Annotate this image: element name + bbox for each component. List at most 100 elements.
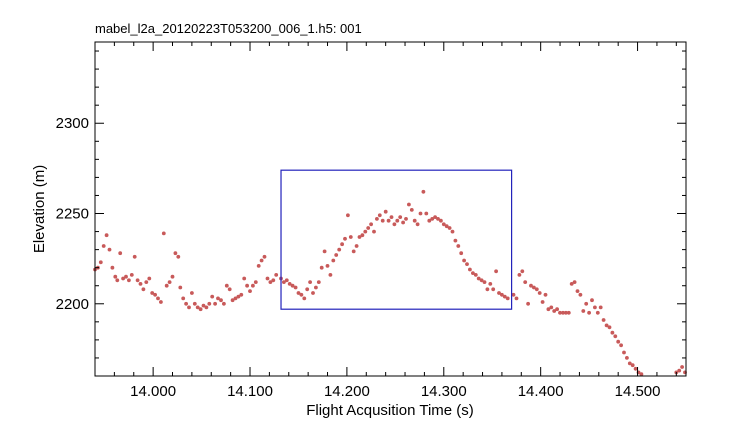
data-point bbox=[239, 292, 244, 297]
data-point bbox=[348, 235, 353, 239]
data-point bbox=[543, 292, 548, 297]
data-point bbox=[398, 215, 403, 220]
data-point bbox=[282, 280, 286, 284]
x-axis-label: Flight Acqusition Time (s) bbox=[306, 402, 474, 419]
data-point bbox=[407, 202, 411, 207]
data-point bbox=[569, 282, 574, 286]
data-point bbox=[601, 318, 606, 322]
data-point bbox=[392, 222, 397, 227]
data-point bbox=[328, 273, 333, 277]
data-point bbox=[604, 323, 609, 328]
data-point bbox=[173, 251, 178, 256]
x-tick-label: 14.100 bbox=[227, 383, 273, 400]
data-point bbox=[572, 280, 577, 284]
data-point bbox=[468, 267, 472, 272]
data-point bbox=[439, 218, 443, 223]
data-point bbox=[630, 363, 635, 368]
data-point bbox=[219, 298, 223, 303]
data-point bbox=[107, 247, 112, 252]
data-point bbox=[517, 273, 522, 277]
data-point bbox=[319, 265, 324, 270]
data-point bbox=[372, 229, 376, 234]
chart-title: mabel_l2a_20120223T053200_006_1.h5: 001 bbox=[95, 21, 362, 36]
data-point bbox=[224, 283, 229, 288]
data-point bbox=[581, 309, 586, 313]
data-point bbox=[176, 254, 181, 259]
data-point bbox=[546, 307, 551, 312]
data-point bbox=[476, 276, 481, 281]
data-point bbox=[351, 249, 356, 254]
data-point bbox=[308, 280, 312, 284]
data-point bbox=[380, 218, 385, 223]
data-point bbox=[296, 291, 301, 295]
data-point bbox=[625, 356, 629, 360]
data-point bbox=[340, 242, 344, 247]
data-point bbox=[354, 244, 359, 248]
data-point bbox=[287, 282, 292, 286]
data-point bbox=[607, 325, 612, 330]
data-point bbox=[363, 229, 368, 234]
data-point bbox=[334, 253, 339, 257]
data-point bbox=[178, 285, 183, 290]
data-point bbox=[639, 372, 644, 377]
data-point bbox=[293, 285, 298, 290]
data-point bbox=[552, 309, 557, 313]
data-point bbox=[236, 294, 241, 299]
data-point bbox=[153, 292, 158, 297]
data-point bbox=[677, 368, 682, 373]
x-tick-label: 14.300 bbox=[421, 383, 467, 400]
data-point bbox=[494, 269, 498, 274]
data-point bbox=[532, 285, 536, 290]
data-point bbox=[245, 283, 250, 288]
data-point bbox=[360, 233, 365, 238]
data-point bbox=[207, 301, 212, 306]
data-point bbox=[375, 217, 379, 221]
data-point bbox=[409, 208, 414, 212]
tick-labels: 14.000 14.100 14.200 14.300 14.400 14.500 2200… bbox=[56, 115, 661, 400]
data-point bbox=[141, 287, 146, 292]
data-point bbox=[424, 211, 429, 216]
data-point bbox=[627, 361, 632, 366]
data-point bbox=[195, 305, 200, 310]
data-point bbox=[126, 278, 131, 283]
data-point bbox=[456, 244, 461, 248]
data-point bbox=[325, 264, 330, 268]
data-point bbox=[436, 217, 440, 221]
data-point bbox=[453, 238, 458, 243]
data-point bbox=[132, 254, 137, 259]
data-point bbox=[233, 296, 238, 301]
data-point bbox=[227, 287, 232, 292]
data-point bbox=[421, 189, 426, 194]
data-point bbox=[479, 278, 484, 283]
x-tick-label: 14.500 bbox=[615, 383, 661, 400]
x-tick-label: 14.000 bbox=[130, 383, 176, 400]
data-point bbox=[613, 334, 618, 339]
data-point bbox=[98, 260, 103, 265]
data-point bbox=[593, 305, 597, 310]
data-point bbox=[575, 289, 580, 293]
data-point bbox=[314, 285, 318, 290]
data-point bbox=[343, 236, 347, 241]
y-tick-label: 2300 bbox=[56, 115, 89, 132]
data-point bbox=[210, 294, 215, 299]
data-point bbox=[610, 330, 615, 335]
data-point bbox=[566, 310, 571, 315]
data-point bbox=[184, 301, 189, 306]
data-point bbox=[622, 350, 626, 355]
data-point bbox=[259, 258, 264, 263]
data-point bbox=[369, 222, 373, 227]
data-point bbox=[444, 224, 449, 229]
data-point bbox=[561, 310, 565, 315]
data-point bbox=[129, 273, 134, 277]
data-point bbox=[502, 294, 507, 299]
data-point bbox=[192, 301, 197, 306]
data-point bbox=[412, 218, 417, 223]
data-point bbox=[514, 296, 519, 301]
data-point bbox=[230, 298, 235, 303]
data-point bbox=[564, 310, 568, 315]
data-point bbox=[584, 301, 589, 306]
data-point bbox=[101, 244, 106, 248]
data-point bbox=[256, 264, 261, 268]
data-point bbox=[462, 258, 466, 263]
